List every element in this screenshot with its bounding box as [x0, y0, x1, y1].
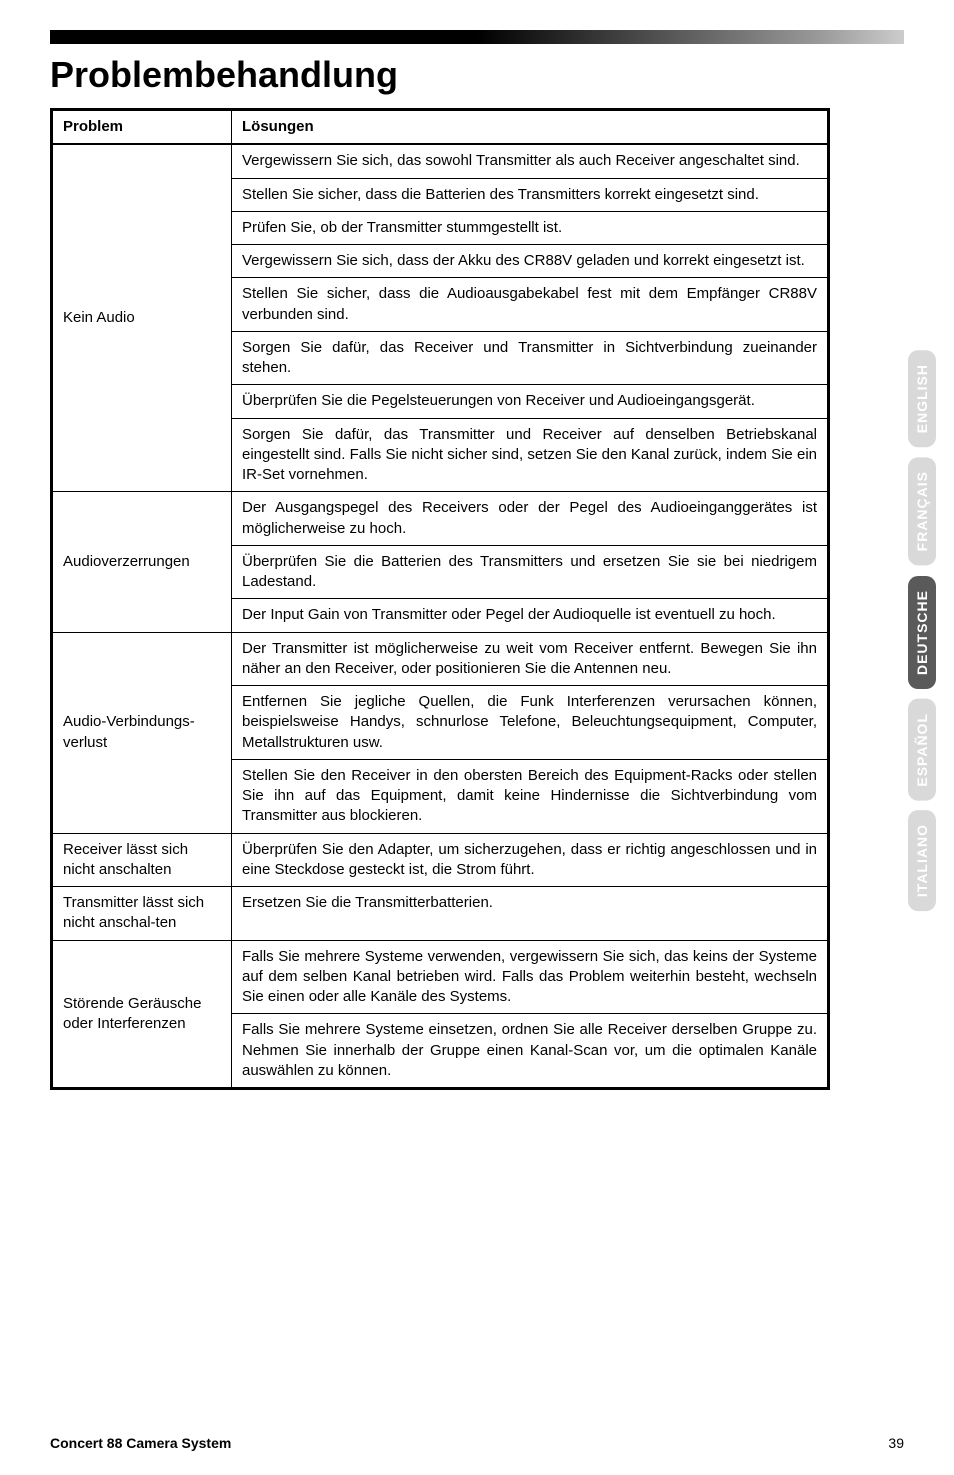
- solution-cell: Vergewissern Sie sich, dass der Akku des…: [232, 245, 829, 278]
- solution-cell: Überprüfen Sie den Adapter, um sicherzug…: [232, 833, 829, 887]
- solution-cell: Stellen Sie den Receiver in den obersten…: [232, 759, 829, 833]
- problem-cell: Transmitter lässt sich nicht anschal-ten: [52, 887, 232, 941]
- problem-cell: Kein Audio: [52, 144, 232, 492]
- language-tab-english[interactable]: ENGLISH: [908, 350, 936, 447]
- language-tabs: ENGLISH FRANÇAIS DEUTSCHE ESPAÑOL ITALIANO: [908, 350, 936, 911]
- col-header-problem: Problem: [52, 110, 232, 145]
- solution-cell: Sorgen Sie dafür, das Receiver und Trans…: [232, 331, 829, 385]
- language-tab-deutsche[interactable]: DEUTSCHE: [908, 576, 936, 689]
- problem-cell: Störende Geräusche oder Interferenzen: [52, 940, 232, 1089]
- solution-cell: Stellen Sie sicher, dass die Audioausgab…: [232, 278, 829, 332]
- solution-cell: Falls Sie mehrere Systeme einsetzen, ord…: [232, 1014, 829, 1089]
- solution-cell: Überprüfen Sie die Batterien des Transmi…: [232, 545, 829, 599]
- page-footer: Concert 88 Camera System 39: [50, 1435, 904, 1451]
- solution-cell: Vergewissern Sie sich, das sowohl Transm…: [232, 144, 829, 178]
- solution-cell: Entfernen Sie jegliche Quellen, die Funk…: [232, 686, 829, 760]
- language-tab-italiano[interactable]: ITALIANO: [908, 810, 936, 911]
- solution-cell: Prüfen Sie, ob der Transmitter stummgest…: [232, 211, 829, 244]
- solution-cell: Stellen Sie sicher, dass die Batterien d…: [232, 178, 829, 211]
- solution-cell: Der Transmitter ist möglicherweise zu we…: [232, 632, 829, 686]
- solution-cell: Der Input Gain von Transmitter oder Pege…: [232, 599, 829, 632]
- solution-cell: Sorgen Sie dafür, das Transmitter und Re…: [232, 418, 829, 492]
- troubleshooting-table: Problem Lösungen Kein AudioVergewissern …: [50, 108, 830, 1090]
- solution-cell: Falls Sie mehrere Systeme verwenden, ver…: [232, 940, 829, 1014]
- solution-cell: Ersetzen Sie die Transmitterbatterien.: [232, 887, 829, 941]
- page-heading: Problembehandlung: [50, 54, 904, 96]
- problem-cell: Receiver lässt sich nicht anschalten: [52, 833, 232, 887]
- footer-page-number: 39: [888, 1435, 904, 1451]
- language-tab-español[interactable]: ESPAÑOL: [908, 699, 936, 801]
- solution-cell: Überprüfen Sie die Pegelsteuerungen von …: [232, 385, 829, 418]
- footer-title: Concert 88 Camera System: [50, 1435, 231, 1451]
- problem-cell: Audioverzerrungen: [52, 492, 232, 632]
- solution-cell: Der Ausgangspegel des Receivers oder der…: [232, 492, 829, 546]
- language-tab-français[interactable]: FRANÇAIS: [908, 457, 936, 565]
- problem-cell: Audio-Verbindungs-verlust: [52, 632, 232, 833]
- header-gradient-bar: [50, 30, 904, 44]
- table-body: Kein AudioVergewissern Sie sich, das sow…: [52, 144, 829, 1088]
- col-header-solutions: Lösungen: [232, 110, 829, 145]
